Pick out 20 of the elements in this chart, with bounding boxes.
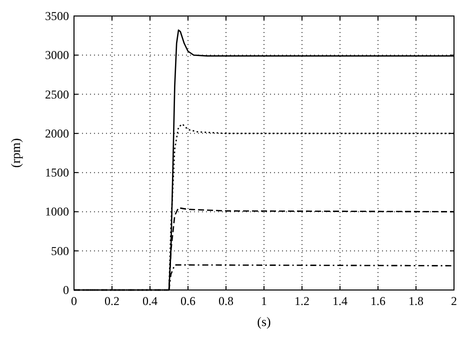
x-tick-label: 1.8	[408, 294, 424, 308]
y-tick-label: 1500	[45, 166, 69, 180]
x-tick-label: 0.2	[104, 294, 120, 308]
x-tick-label: 2	[451, 294, 457, 308]
x-tick-label: 1.4	[332, 294, 348, 308]
x-tick-label: 1.2	[294, 294, 310, 308]
y-tick-label: 500	[51, 244, 69, 258]
x-tick-label: 1	[261, 294, 267, 308]
y-tick-label: 3500	[45, 9, 69, 23]
x-tick-label: 0.8	[218, 294, 234, 308]
x-tick-label: 0.6	[180, 294, 196, 308]
y-tick-label: 3000	[45, 48, 69, 62]
x-tick-label: 1.6	[370, 294, 386, 308]
y-tick-label: 1000	[45, 204, 69, 219]
x-tick-label: 0.4	[142, 294, 158, 308]
x-axis-title: (s)	[257, 314, 271, 329]
y-tick-label: 0	[63, 283, 69, 297]
y-tick-label: 2500	[45, 87, 69, 102]
y-axis-title: (rpm)	[8, 138, 23, 168]
y-tick-label: 2000	[45, 126, 69, 140]
